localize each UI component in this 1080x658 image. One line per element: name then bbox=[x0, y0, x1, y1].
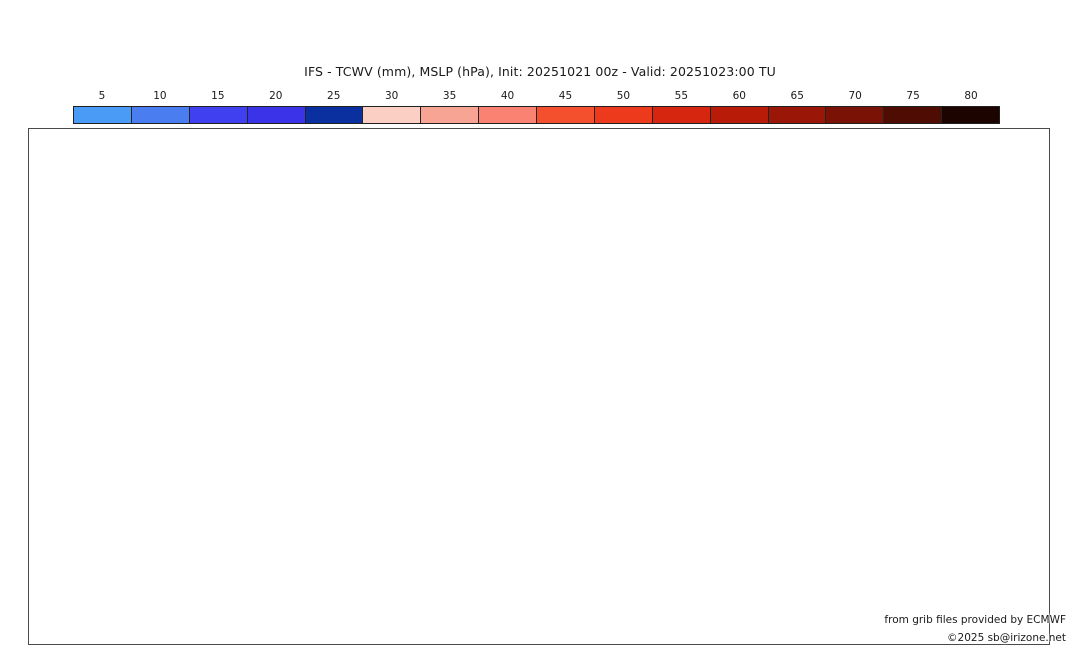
colorbar-tick-label: 10 bbox=[153, 90, 167, 102]
colorbar-tick-label: 35 bbox=[442, 90, 457, 102]
colorbar-swatch bbox=[826, 107, 885, 123]
colorbar-swatch bbox=[652, 107, 711, 123]
colorbar: 5 10 15 20 25 30 35 40 45 50 55 60 65 70 75 80 bbox=[73, 90, 1000, 124]
colorbar-swatch bbox=[421, 107, 480, 123]
colorbar-tick-label: 50 bbox=[616, 90, 631, 102]
colorbar-swatch bbox=[768, 107, 827, 123]
colorbar-tick-label: 75 bbox=[906, 90, 920, 102]
colorbar-tick-label: 5 bbox=[98, 90, 106, 102]
colorbar-swatch bbox=[247, 107, 306, 123]
map-frame[interactable] bbox=[28, 128, 1050, 645]
colorbar-tick-label: 45 bbox=[558, 90, 573, 102]
data-source-credit: from grib files provided by ECMWF bbox=[884, 614, 1066, 626]
colorbar-swatch bbox=[884, 107, 943, 123]
colorbar-tick-label: 20 bbox=[269, 90, 283, 102]
page-title: IFS - TCWV (mm), MSLP (hPa), Init: 20251… bbox=[304, 64, 776, 79]
colorbar-swatch bbox=[189, 107, 248, 123]
colorbar-tick-label: 40 bbox=[500, 90, 515, 102]
colorbar-swatch bbox=[942, 107, 999, 123]
colorbar-tick-label: 80 bbox=[964, 90, 978, 102]
colorbar-tick-label: 30 bbox=[384, 90, 399, 102]
copyright-credit: ©2025 sb@irizone.net bbox=[947, 632, 1066, 644]
world-tcwv-mslp-map[interactable] bbox=[29, 129, 1049, 644]
colorbar-tick-label: 60 bbox=[732, 90, 746, 102]
colorbar-swatch bbox=[594, 107, 653, 123]
colorbar-tick-label: 15 bbox=[211, 90, 225, 102]
colorbar-swatch bbox=[131, 107, 190, 123]
colorbar-swatch bbox=[710, 107, 769, 123]
colorbar-swatch bbox=[305, 107, 364, 123]
colorbar-swatches bbox=[73, 106, 1000, 124]
colorbar-swatch bbox=[479, 107, 537, 123]
colorbar-tick-label: 70 bbox=[848, 90, 862, 102]
colorbar-tick-label: 65 bbox=[790, 90, 804, 102]
colorbar-tick-label: 25 bbox=[327, 90, 341, 102]
colorbar-tick-labels: 5 10 15 20 25 30 35 40 45 50 55 60 65 70 75 80 bbox=[73, 90, 1000, 104]
colorbar-swatch bbox=[537, 107, 595, 123]
colorbar-tick-label: 55 bbox=[674, 90, 689, 102]
colorbar-swatch bbox=[363, 107, 422, 123]
colorbar-swatch bbox=[74, 107, 132, 123]
